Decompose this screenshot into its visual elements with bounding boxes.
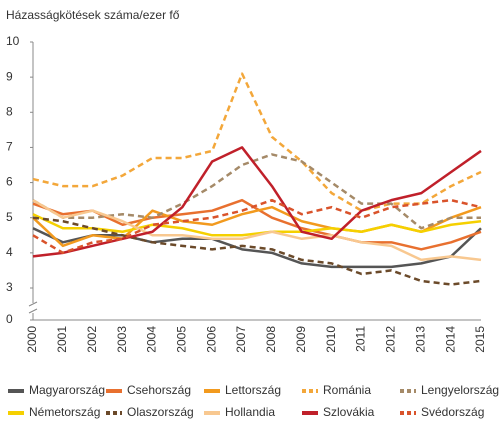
legend-label: Lettország	[225, 383, 281, 397]
x-tick-label: 2011	[354, 326, 368, 352]
y-tick-label: 0	[6, 312, 13, 326]
x-tick-label: 2006	[204, 326, 218, 353]
x-tick-label: 2002	[85, 326, 99, 353]
series-line	[32, 153, 481, 230]
series-line	[32, 146, 482, 258]
series-line	[32, 199, 482, 262]
axis-break	[28, 301, 38, 314]
legend-label: Hollandia	[225, 405, 275, 419]
series-line	[32, 72, 482, 212]
y-tick-label: 3	[6, 280, 13, 294]
legend-label: Románia	[323, 383, 371, 397]
series-line	[32, 198, 482, 251]
series-line	[32, 198, 482, 255]
x-tick-label: 2004	[145, 326, 159, 353]
x-tick-label: 2008	[264, 326, 278, 353]
x-tick-label: 2014	[443, 326, 457, 353]
y-tick-label: 6	[6, 175, 13, 189]
legend-label: Svédország	[421, 405, 484, 419]
series-line	[32, 216, 482, 286]
x-tick-label: 2001	[55, 326, 69, 353]
x-tick-label: 2005	[175, 326, 189, 353]
legend-label: Németország	[29, 405, 100, 419]
y-axis-label: Házasságkötések száma/ezer fő	[6, 8, 180, 22]
legend-label: Szlovákia	[323, 405, 375, 419]
x-tick-label: 2007	[234, 326, 248, 353]
series-line	[32, 213, 482, 237]
x-tick-label: 2012	[384, 326, 398, 353]
legend-label: Olaszország	[127, 405, 194, 419]
y-tick-label: 9	[6, 69, 13, 83]
y-tick-label: 10	[6, 34, 20, 48]
y-tick-label: 7	[6, 140, 13, 154]
legend-label: Lengyelország	[421, 383, 499, 397]
x-tick-label: 2015	[473, 326, 487, 353]
x-tick-label: 2013	[413, 326, 427, 353]
legend-label: Magyarország	[29, 383, 105, 397]
x-tick-label: 2003	[115, 326, 129, 353]
y-tick-label: 5	[6, 210, 13, 224]
x-tick-label: 2000	[25, 326, 39, 353]
x-tick-label: 2009	[294, 326, 308, 353]
legend-label: Csehország	[127, 383, 191, 397]
x-tick-label: 2010	[324, 326, 338, 353]
y-tick-label: 4	[6, 245, 13, 259]
y-tick-label: 8	[6, 104, 13, 118]
series-line	[32, 227, 482, 269]
